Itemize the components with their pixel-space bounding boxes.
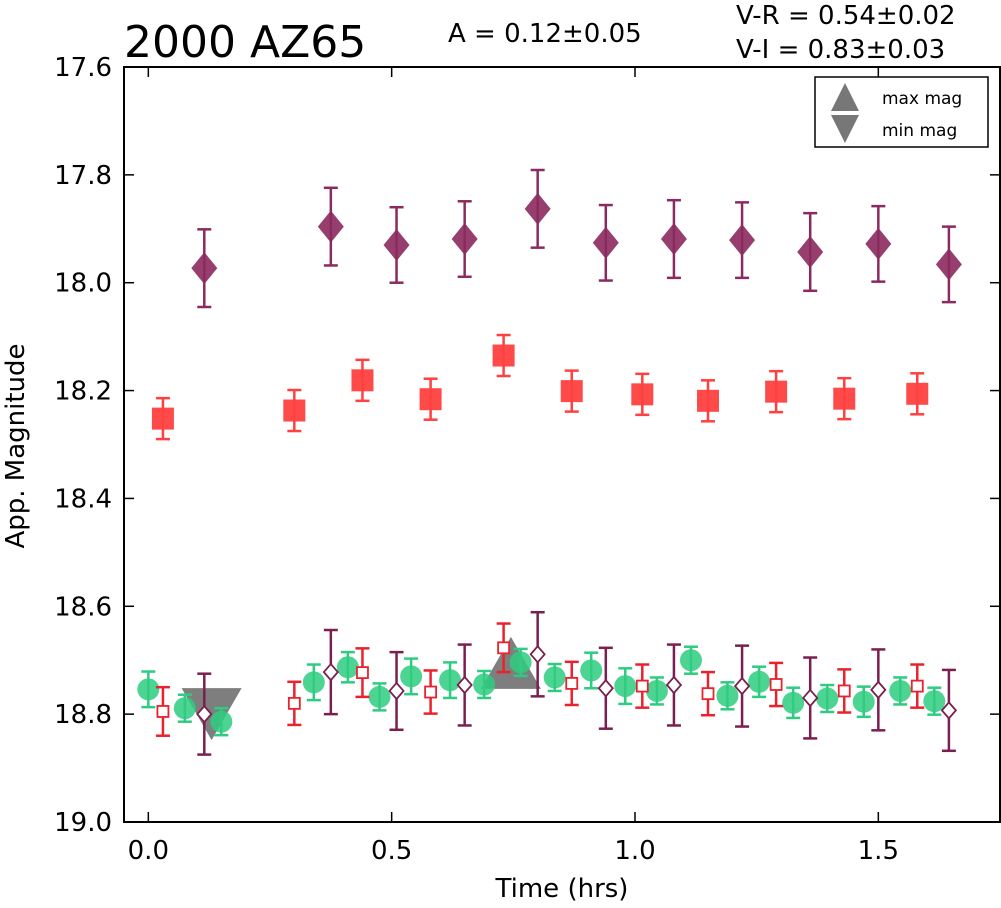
y-axis-label: App. Magnitude — [1, 343, 31, 548]
data-point — [635, 679, 649, 693]
data-point — [631, 383, 654, 406]
vr-color-annotation: V-R = 0.54±0.02 — [736, 1, 956, 31]
axis-ticks: 0.0 0.5 1.0 1.5 17.6 17.8 18.0 18.2 18.4 18.6 18.8… — [54, 53, 1000, 866]
data-point — [210, 710, 233, 733]
data-point — [439, 669, 462, 692]
legend: max mag min mag — [814, 76, 989, 148]
data-marks — [137, 168, 962, 756]
data-point — [935, 248, 962, 281]
data-point — [592, 226, 619, 259]
max-mag-legend-icon — [831, 83, 859, 111]
data-point — [910, 679, 924, 693]
data-point — [701, 687, 715, 701]
data-point — [865, 227, 892, 260]
y-tick-label: 19.0 — [54, 808, 112, 838]
x-tick-label: 0.5 — [371, 836, 412, 866]
data-point — [614, 675, 637, 698]
data-point — [317, 210, 344, 243]
data-point — [665, 675, 683, 695]
data-point — [782, 691, 805, 714]
vi-color-annotation: V-I = 0.83±0.03 — [736, 35, 945, 65]
data-point — [191, 252, 218, 285]
data-point — [580, 659, 603, 682]
data-point — [769, 678, 783, 691]
data-point — [797, 235, 824, 268]
data-point — [560, 380, 583, 403]
series-diamond-open — [196, 610, 958, 756]
data-point — [923, 690, 946, 713]
data-point — [456, 675, 473, 695]
data-point — [748, 670, 771, 693]
data-point — [473, 673, 496, 696]
y-tick-label: 18.8 — [54, 700, 112, 730]
x-tick-label: 1.5 — [858, 836, 899, 866]
data-point — [852, 690, 875, 713]
data-point — [388, 681, 405, 701]
plot-frame — [123, 66, 1001, 823]
data-point — [492, 344, 515, 367]
data-point — [173, 697, 196, 720]
data-point — [196, 704, 213, 724]
data-point — [351, 369, 374, 392]
series-diamond-filled — [191, 168, 962, 309]
data-point — [419, 388, 442, 411]
data-point — [679, 649, 702, 672]
data-point — [837, 684, 851, 698]
data-point — [802, 688, 819, 708]
min-mag-legend-icon — [831, 115, 859, 143]
legend-min-mag-label: min mag — [882, 121, 957, 141]
data-point — [451, 223, 478, 256]
y-tick-label: 18.0 — [54, 269, 112, 299]
data-point — [729, 224, 756, 257]
x-tick-label: 1.0 — [614, 836, 655, 866]
y-tick-label: 18.2 — [54, 377, 112, 407]
data-point — [889, 679, 912, 702]
data-point — [287, 696, 301, 710]
data-point — [645, 679, 668, 702]
y-tick-label: 17.6 — [54, 53, 112, 83]
x-tick-label: 0.0 — [128, 836, 169, 866]
data-point — [151, 407, 174, 430]
y-tick-label: 17.8 — [54, 161, 112, 191]
data-point — [833, 387, 856, 410]
data-point — [940, 701, 958, 720]
data-point — [906, 382, 929, 405]
series-circle-filled — [137, 645, 946, 737]
amplitude-annotation: A = 0.12±0.05 — [448, 19, 642, 49]
y-tick-label: 18.6 — [54, 592, 112, 622]
data-point — [816, 687, 839, 710]
data-point — [400, 665, 423, 688]
data-point — [565, 677, 579, 690]
y-tick-label: 18.4 — [54, 484, 112, 514]
data-point — [529, 644, 546, 664]
data-point — [283, 399, 306, 422]
data-point — [383, 228, 410, 261]
legend-max-mag-label: max mag — [882, 89, 962, 109]
data-point — [356, 666, 369, 680]
data-point — [697, 389, 719, 412]
data-point — [765, 380, 788, 403]
chart-title: 2000 AZ65 — [124, 17, 366, 68]
series-square-open — [155, 622, 925, 737]
data-point — [524, 192, 551, 225]
data-point — [870, 680, 887, 700]
data-point — [733, 676, 751, 696]
data-point — [660, 223, 687, 256]
data-point — [336, 656, 359, 679]
data-point — [497, 641, 511, 655]
data-point — [543, 666, 566, 689]
data-point — [156, 705, 170, 718]
series-square-filled — [151, 333, 929, 441]
x-axis-label: Time (hrs) — [495, 874, 629, 904]
data-point — [424, 685, 438, 699]
data-point — [137, 678, 160, 701]
data-point — [509, 651, 532, 674]
data-point — [302, 671, 325, 694]
data-point — [322, 662, 340, 682]
data-point — [716, 684, 739, 707]
data-point — [368, 685, 391, 708]
data-point — [597, 678, 614, 698]
